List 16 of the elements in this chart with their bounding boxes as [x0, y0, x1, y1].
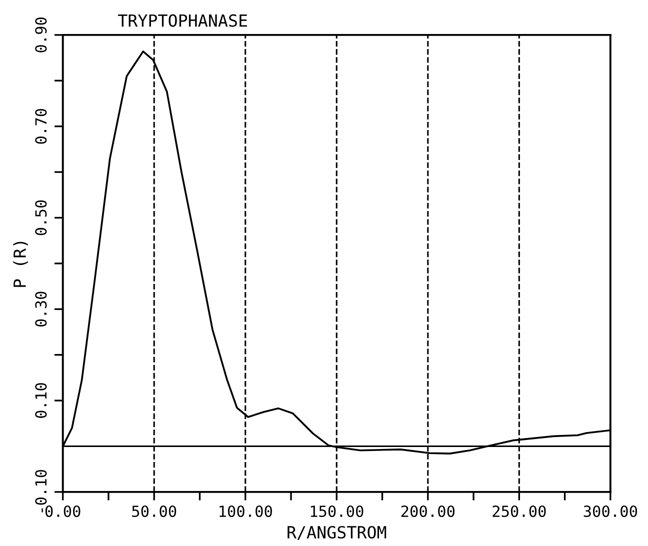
y-tick-label: 0.50 [35, 200, 47, 236]
x-axis-title: R/ANGSTROM [288, 526, 386, 540]
x-tick-label: 150.00 [310, 505, 364, 518]
y-tick-label: -0.10 [35, 470, 47, 512]
y-tick-label: 0.90 [35, 18, 47, 52]
y-tick-label: 0.70 [35, 108, 47, 144]
x-tick-label: 50.00 [132, 505, 176, 518]
y-tick-label: 0.30 [35, 292, 47, 327]
x-tick-label: 0.00 [45, 505, 80, 518]
y-axis-title: P (R) [13, 242, 28, 287]
x-tick-label: 250.00 [492, 505, 546, 518]
x-tick-label: 100.00 [220, 505, 272, 518]
x-tick-label: 300.00 [584, 505, 638, 518]
y-tick-label: 0.10 [35, 383, 47, 418]
chart-title: TRYPTOPHANASE [118, 14, 247, 27]
x-tick-label: 200.00 [401, 505, 454, 518]
